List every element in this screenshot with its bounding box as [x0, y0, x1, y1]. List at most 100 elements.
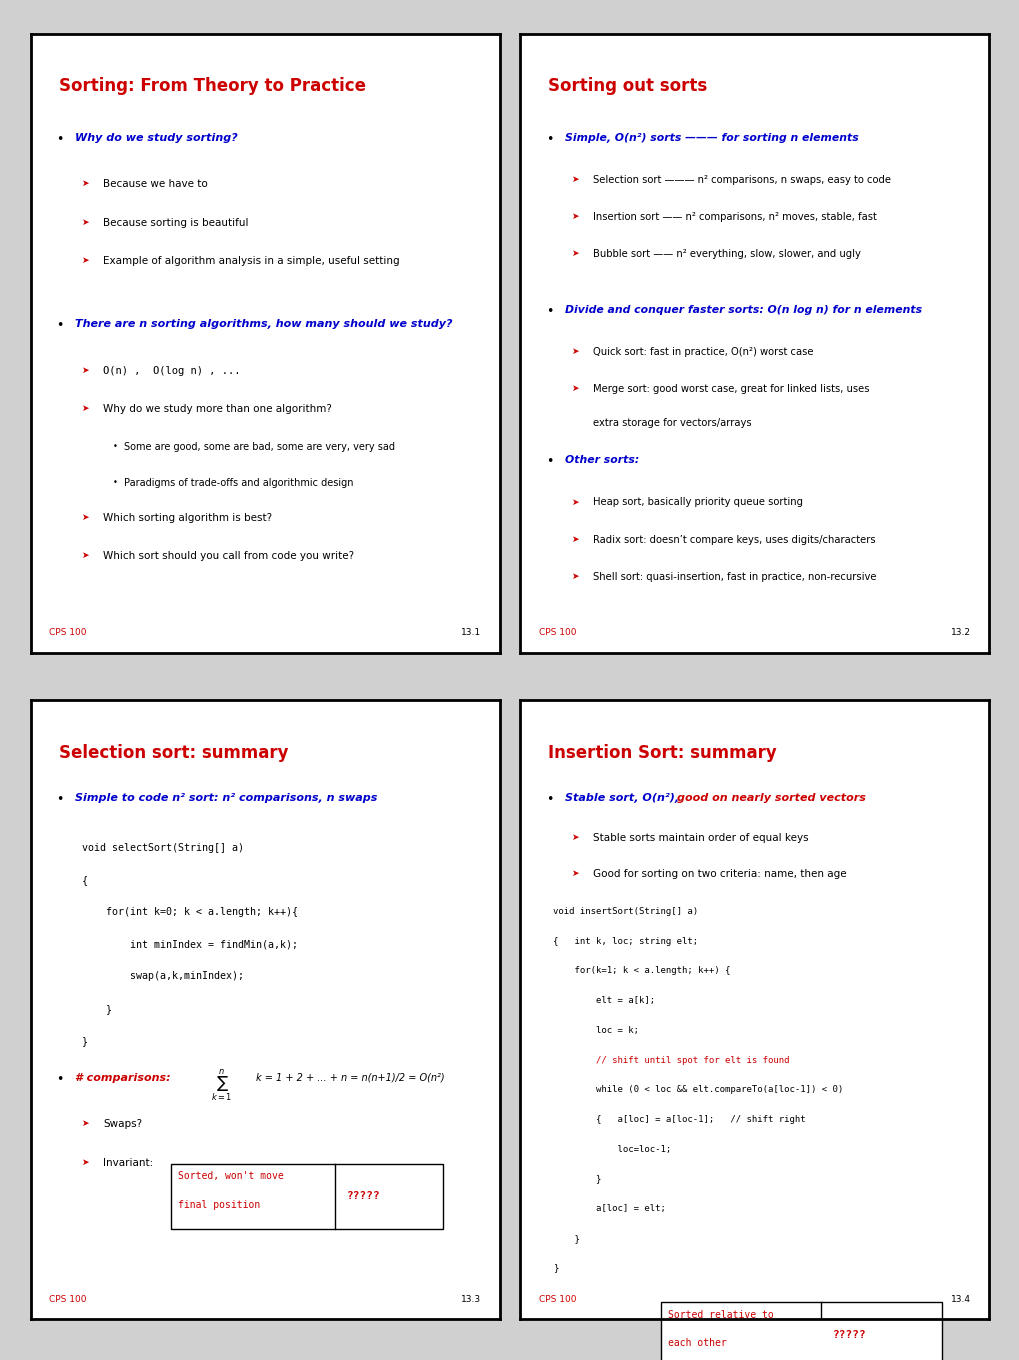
- Text: final position: final position: [178, 1200, 261, 1209]
- Text: •: •: [56, 320, 64, 332]
- Text: Insertion Sort: summary: Insertion Sort: summary: [548, 744, 776, 762]
- Text: Other sorts:: Other sorts:: [565, 456, 638, 465]
- FancyBboxPatch shape: [660, 1303, 942, 1360]
- Text: # comparisons:: # comparisons:: [75, 1073, 170, 1083]
- Text: ➤: ➤: [572, 249, 579, 258]
- Text: ➤: ➤: [572, 385, 579, 393]
- Text: Good for sorting on two criteria: name, then age: Good for sorting on two criteria: name, …: [592, 869, 846, 879]
- Text: }: }: [83, 1004, 112, 1013]
- Text: CPS 100: CPS 100: [49, 1295, 87, 1304]
- Text: each other: each other: [667, 1338, 726, 1348]
- Text: CPS 100: CPS 100: [538, 628, 576, 638]
- Text: Why do we study sorting?: Why do we study sorting?: [75, 133, 237, 143]
- Text: Merge sort: good worst case, great for linked lists, uses: Merge sort: good worst case, great for l…: [592, 385, 868, 394]
- Text: $\sum_{k=1}^{n}$: $\sum_{k=1}^{n}$: [211, 1068, 232, 1103]
- Text: Divide and conquer faster sorts: O(n log n) for n elements: Divide and conquer faster sorts: O(n log…: [565, 305, 921, 316]
- Text: ➤: ➤: [572, 347, 579, 356]
- Text: for(int k=0; k < a.length; k++){: for(int k=0; k < a.length; k++){: [83, 907, 298, 917]
- Text: ➤: ➤: [83, 218, 90, 227]
- Text: ➤: ➤: [83, 513, 90, 522]
- Text: ➤: ➤: [83, 180, 90, 189]
- FancyBboxPatch shape: [171, 1164, 443, 1229]
- Text: Sorted relative to: Sorted relative to: [667, 1310, 773, 1321]
- Text: ➤: ➤: [572, 534, 579, 544]
- Text: void insertSort(String[] a): void insertSort(String[] a): [552, 907, 697, 917]
- Text: ➤: ➤: [572, 175, 579, 184]
- Text: for(k=1; k < a.length; k++) {: for(k=1; k < a.length; k++) {: [552, 967, 730, 975]
- Text: Which sort should you call from code you write?: Which sort should you call from code you…: [103, 551, 355, 562]
- Text: // shift until spot for elt is found: // shift until spot for elt is found: [552, 1055, 789, 1065]
- Text: •: •: [545, 133, 553, 146]
- Text: k = 1 + 2 + ... + n = n(n+1)/2 = O(n²): k = 1 + 2 + ... + n = n(n+1)/2 = O(n²): [256, 1073, 444, 1083]
- Text: Why do we study more than one algorithm?: Why do we study more than one algorithm?: [103, 404, 332, 413]
- Text: Sorted, won't move: Sorted, won't move: [178, 1171, 284, 1182]
- Text: •: •: [56, 793, 64, 806]
- Text: Quick sort: fast in practice, O(n²) worst case: Quick sort: fast in practice, O(n²) wors…: [592, 347, 812, 358]
- Text: void selectSort(String[] a): void selectSort(String[] a): [83, 843, 244, 853]
- Text: {: {: [83, 874, 88, 885]
- Text: Radix sort: doesn’t compare keys, uses digits/characters: Radix sort: doesn’t compare keys, uses d…: [592, 534, 874, 544]
- Text: Simple, O(n²) sorts ——— for sorting n elements: Simple, O(n²) sorts ——— for sorting n el…: [565, 133, 858, 143]
- Text: ➤: ➤: [572, 834, 579, 842]
- Text: {   int k, loc; string elt;: { int k, loc; string elt;: [552, 937, 697, 945]
- Text: ➤: ➤: [83, 1157, 90, 1167]
- Text: O(n) ,  O(log n) , ...: O(n) , O(log n) , ...: [103, 366, 240, 375]
- Text: good on nearly sorted vectors: good on nearly sorted vectors: [677, 793, 865, 804]
- Text: Stable sorts maintain order of equal keys: Stable sorts maintain order of equal key…: [592, 834, 808, 843]
- Text: while (0 < loc && elt.compareTo(a[loc-1]) < 0): while (0 < loc && elt.compareTo(a[loc-1]…: [552, 1085, 843, 1095]
- Text: {   a[loc] = a[loc-1];   // shift right: { a[loc] = a[loc-1]; // shift right: [552, 1115, 805, 1123]
- Text: •: •: [545, 456, 553, 468]
- Text: Because we have to: Because we have to: [103, 180, 208, 189]
- Text: Bubble sort —— n² everything, slow, slower, and ugly: Bubble sort —— n² everything, slow, slow…: [592, 249, 860, 260]
- Text: }: }: [552, 1234, 580, 1243]
- Text: •: •: [112, 477, 117, 487]
- Text: 13.3: 13.3: [461, 1295, 481, 1304]
- Text: ?????: ?????: [346, 1191, 380, 1201]
- Text: Paradigms of trade-offs and algorithmic design: Paradigms of trade-offs and algorithmic …: [124, 477, 354, 488]
- Text: loc=loc-1;: loc=loc-1;: [552, 1145, 671, 1153]
- Text: 13.4: 13.4: [950, 1295, 970, 1304]
- Text: }: }: [552, 1263, 557, 1273]
- Text: ➤: ➤: [572, 498, 579, 506]
- Text: ➤: ➤: [83, 256, 90, 265]
- Text: •: •: [112, 442, 117, 452]
- Text: Selection sort: summary: Selection sort: summary: [59, 744, 288, 762]
- Text: ➤: ➤: [572, 571, 579, 581]
- Text: CPS 100: CPS 100: [538, 1295, 576, 1304]
- Text: ➤: ➤: [83, 404, 90, 413]
- Text: ➤: ➤: [83, 1119, 90, 1129]
- Text: ➤: ➤: [83, 551, 90, 560]
- Text: Heap sort, basically priority queue sorting: Heap sort, basically priority queue sort…: [592, 498, 802, 507]
- Text: Because sorting is beautiful: Because sorting is beautiful: [103, 218, 249, 227]
- Text: loc = k;: loc = k;: [552, 1025, 639, 1035]
- Text: •: •: [545, 305, 553, 318]
- Text: }: }: [552, 1175, 601, 1183]
- Text: Invariant:: Invariant:: [103, 1157, 154, 1168]
- Text: a[loc] = elt;: a[loc] = elt;: [552, 1204, 665, 1213]
- Text: Selection sort ——— n² comparisons, n swaps, easy to code: Selection sort ——— n² comparisons, n swa…: [592, 175, 890, 185]
- Text: ➤: ➤: [83, 366, 90, 374]
- Text: ➤: ➤: [572, 869, 579, 877]
- Text: ➤: ➤: [572, 212, 579, 222]
- Text: 13.1: 13.1: [461, 628, 481, 638]
- Text: Sorting: From Theory to Practice: Sorting: From Theory to Practice: [59, 78, 366, 95]
- Text: •: •: [56, 133, 64, 146]
- Text: •: •: [56, 1073, 64, 1085]
- Text: ?????: ?????: [833, 1330, 866, 1340]
- Text: }: }: [83, 1036, 88, 1046]
- Text: CPS 100: CPS 100: [49, 628, 87, 638]
- Text: Some are good, some are bad, some are very, very sad: Some are good, some are bad, some are ve…: [124, 442, 395, 453]
- Text: Shell sort: quasi-insertion, fast in practice, non-recursive: Shell sort: quasi-insertion, fast in pra…: [592, 571, 875, 582]
- Text: Stable sort, O(n²),: Stable sort, O(n²),: [565, 793, 682, 804]
- Text: There are n sorting algorithms, how many should we study?: There are n sorting algorithms, how many…: [75, 320, 452, 329]
- Text: elt = a[k];: elt = a[k];: [552, 996, 654, 1005]
- Text: extra storage for vectors/arrays: extra storage for vectors/arrays: [592, 419, 751, 428]
- Text: •: •: [545, 793, 553, 806]
- Text: Example of algorithm analysis in a simple, useful setting: Example of algorithm analysis in a simpl…: [103, 256, 399, 267]
- Text: swap(a,k,minIndex);: swap(a,k,minIndex);: [83, 971, 244, 982]
- Text: Sorting out sorts: Sorting out sorts: [548, 78, 707, 95]
- Text: Which sorting algorithm is best?: Which sorting algorithm is best?: [103, 513, 272, 524]
- Text: Insertion sort —— n² comparisons, n² moves, stable, fast: Insertion sort —— n² comparisons, n² mov…: [592, 212, 876, 222]
- Text: Swaps?: Swaps?: [103, 1119, 143, 1129]
- Text: int minIndex = findMin(a,k);: int minIndex = findMin(a,k);: [83, 940, 298, 949]
